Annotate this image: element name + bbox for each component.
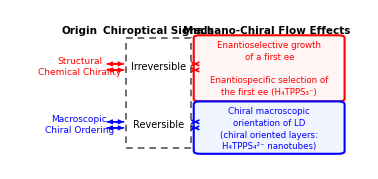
FancyBboxPatch shape	[194, 101, 345, 154]
FancyBboxPatch shape	[194, 35, 345, 101]
Text: Irreversible: Irreversible	[131, 62, 186, 72]
Text: Macroscopic
Chiral Ordering: Macroscopic Chiral Ordering	[45, 115, 114, 135]
Text: Structural
Chemical Chirality: Structural Chemical Chirality	[38, 57, 121, 77]
Text: Mechano-Chiral Flow Effects: Mechano-Chiral Flow Effects	[183, 26, 351, 36]
Text: Chiroptical Signals: Chiroptical Signals	[103, 26, 214, 36]
Text: Chiral macroscopic
orientation of LD
(chiral oriented layers:
H₄TPPS₄²⁻ nanotube: Chiral macroscopic orientation of LD (ch…	[220, 107, 318, 151]
Text: Enantioselective growth
of a first ee

Enantiospecific selection of
the first ee: Enantioselective growth of a first ee En…	[210, 41, 328, 97]
Text: Reversible: Reversible	[133, 120, 184, 130]
Text: Origin: Origin	[62, 26, 98, 36]
